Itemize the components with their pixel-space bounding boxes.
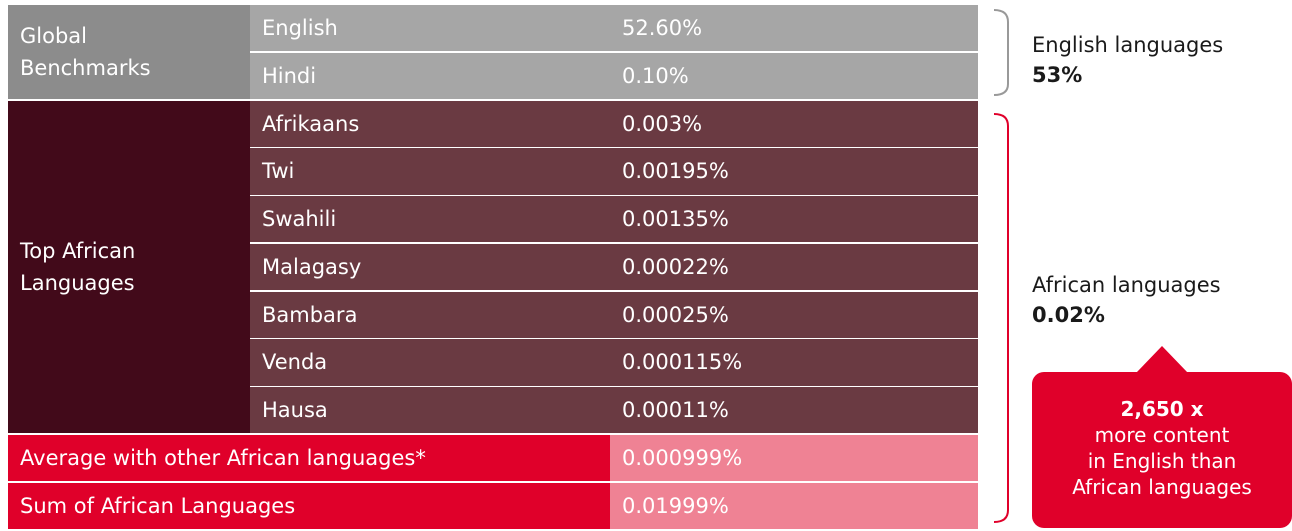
language-cell: Hausa bbox=[250, 387, 610, 434]
value-cell: 0.000115% bbox=[610, 339, 978, 386]
annotation-label: English languages bbox=[1032, 33, 1224, 57]
language-cell: Hindi bbox=[250, 52, 610, 99]
callout-headline: 2,650 x bbox=[1120, 397, 1204, 421]
value-cell: 52.60% bbox=[610, 5, 978, 52]
callout-pointer bbox=[1136, 346, 1188, 373]
summary-label: Sum of African Languages bbox=[8, 482, 610, 529]
group-cell: Global Benchmarks bbox=[8, 5, 250, 99]
value-cell: 0.00022% bbox=[610, 243, 978, 290]
value-cell: 0.00135% bbox=[610, 196, 978, 243]
value-cell: 0.00011% bbox=[610, 387, 978, 434]
language-cell: Swahili bbox=[250, 196, 610, 243]
language-cell: Twi bbox=[250, 148, 610, 195]
callout-line: African languages bbox=[1072, 475, 1252, 499]
language-cell: Afrikaans bbox=[250, 100, 610, 147]
annotation-label: African languages bbox=[1032, 273, 1221, 297]
summary-value: 0.01999% bbox=[610, 482, 978, 529]
annotation: English languages 53% bbox=[1032, 30, 1223, 90]
annotation: African languages 0.02% bbox=[1032, 270, 1221, 330]
language-cell: Malagasy bbox=[250, 243, 610, 290]
group-cell: Top African Languages bbox=[8, 100, 250, 434]
summary-value: 0.000999% bbox=[610, 434, 978, 481]
bracket-english bbox=[993, 9, 1009, 96]
bracket-african bbox=[993, 113, 1009, 523]
summary-label: Average with other African languages* bbox=[8, 434, 610, 481]
value-cell: 0.00195% bbox=[610, 148, 978, 195]
value-cell: 0.003% bbox=[610, 100, 978, 147]
language-cell: English bbox=[250, 5, 610, 52]
value-cell: 0.00025% bbox=[610, 291, 978, 338]
callout-line: more content bbox=[1094, 423, 1230, 447]
language-cell: Venda bbox=[250, 339, 610, 386]
callout-line: in English than bbox=[1087, 449, 1237, 473]
callout: 2,650 x more content in English than Afric… bbox=[1032, 372, 1292, 528]
annotation-value: 53% bbox=[1032, 63, 1083, 87]
annotation-value: 0.02% bbox=[1032, 303, 1105, 327]
language-cell: Bambara bbox=[250, 291, 610, 338]
value-cell: 0.10% bbox=[610, 52, 978, 99]
